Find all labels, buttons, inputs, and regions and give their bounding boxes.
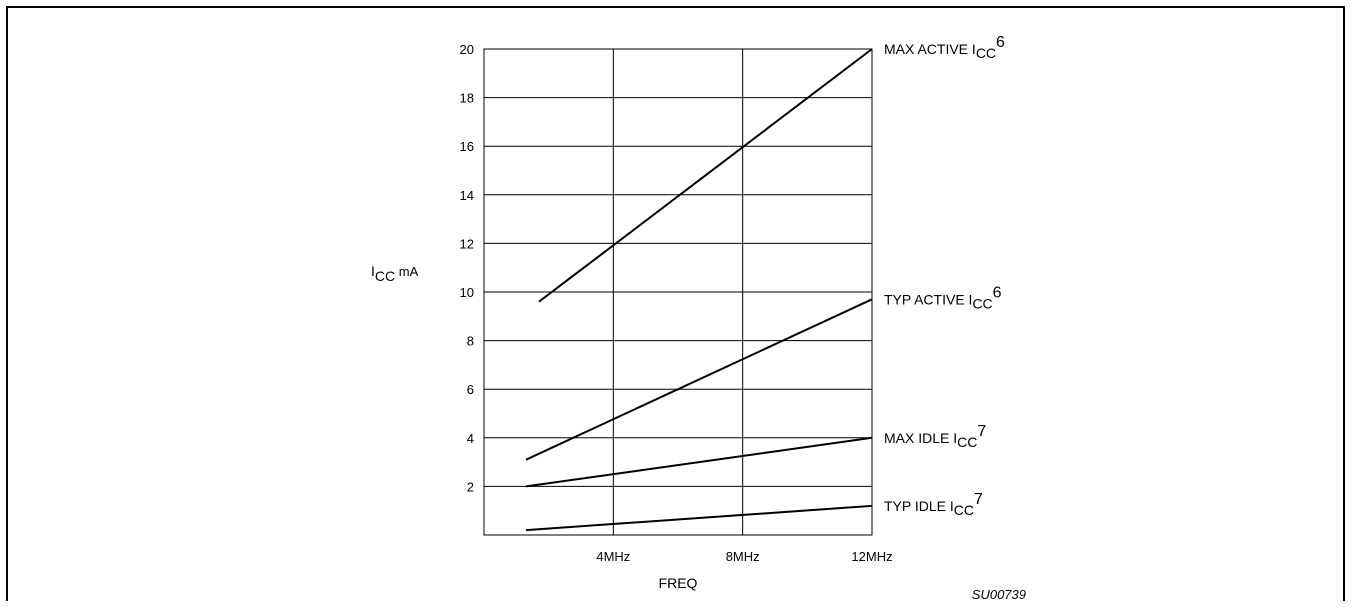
axes-layer <box>483 48 873 536</box>
series-line-typ-idle <box>525 504 873 532</box>
series-line-typ-active <box>525 298 873 461</box>
plot-area-border <box>483 48 873 536</box>
series-line-max-active <box>538 48 873 303</box>
figure-id: SU00739 <box>972 587 1026 602</box>
grid-layer <box>484 48 873 535</box>
y-tick-label-6: 6 <box>467 382 474 397</box>
series-label-typ-idle: TYP IDLE ICC7 <box>884 491 983 518</box>
y-tick-label-18: 18 <box>460 91 474 106</box>
y-tick-label-14: 14 <box>460 188 474 203</box>
y-axis-title: ICC mA <box>371 263 419 284</box>
y-tick-label-20: 20 <box>460 42 474 57</box>
figure-frame <box>6 6 1345 601</box>
label-layer: 2 4 6 8 10 12 14 16 18 20 4MHz 8MHz 12MHz MAX ACTIVE … <box>460 34 1006 564</box>
series-layer <box>525 48 873 532</box>
y-tick-label-12: 12 <box>460 236 474 251</box>
x-tick-label-4: 4MHz <box>596 549 630 564</box>
y-tick-label-10: 10 <box>460 285 474 300</box>
y-tick-label-16: 16 <box>460 139 474 154</box>
y-tick-label-2: 2 <box>467 479 474 494</box>
x-tick-label-12: 12MHz <box>851 549 892 564</box>
x-tick-label-8: 8MHz <box>726 549 760 564</box>
series-label-max-active: MAX ACTIVE ICC6 <box>884 34 1005 61</box>
y-tick-label-8: 8 <box>467 334 474 349</box>
x-axis-title: FREQ <box>659 575 698 591</box>
series-label-typ-active: TYP ACTIVE ICC6 <box>884 284 1002 311</box>
series-label-max-idle: MAX IDLE ICC7 <box>884 423 986 450</box>
y-tick-label-4: 4 <box>467 431 474 446</box>
series-line-max-idle <box>525 436 873 488</box>
